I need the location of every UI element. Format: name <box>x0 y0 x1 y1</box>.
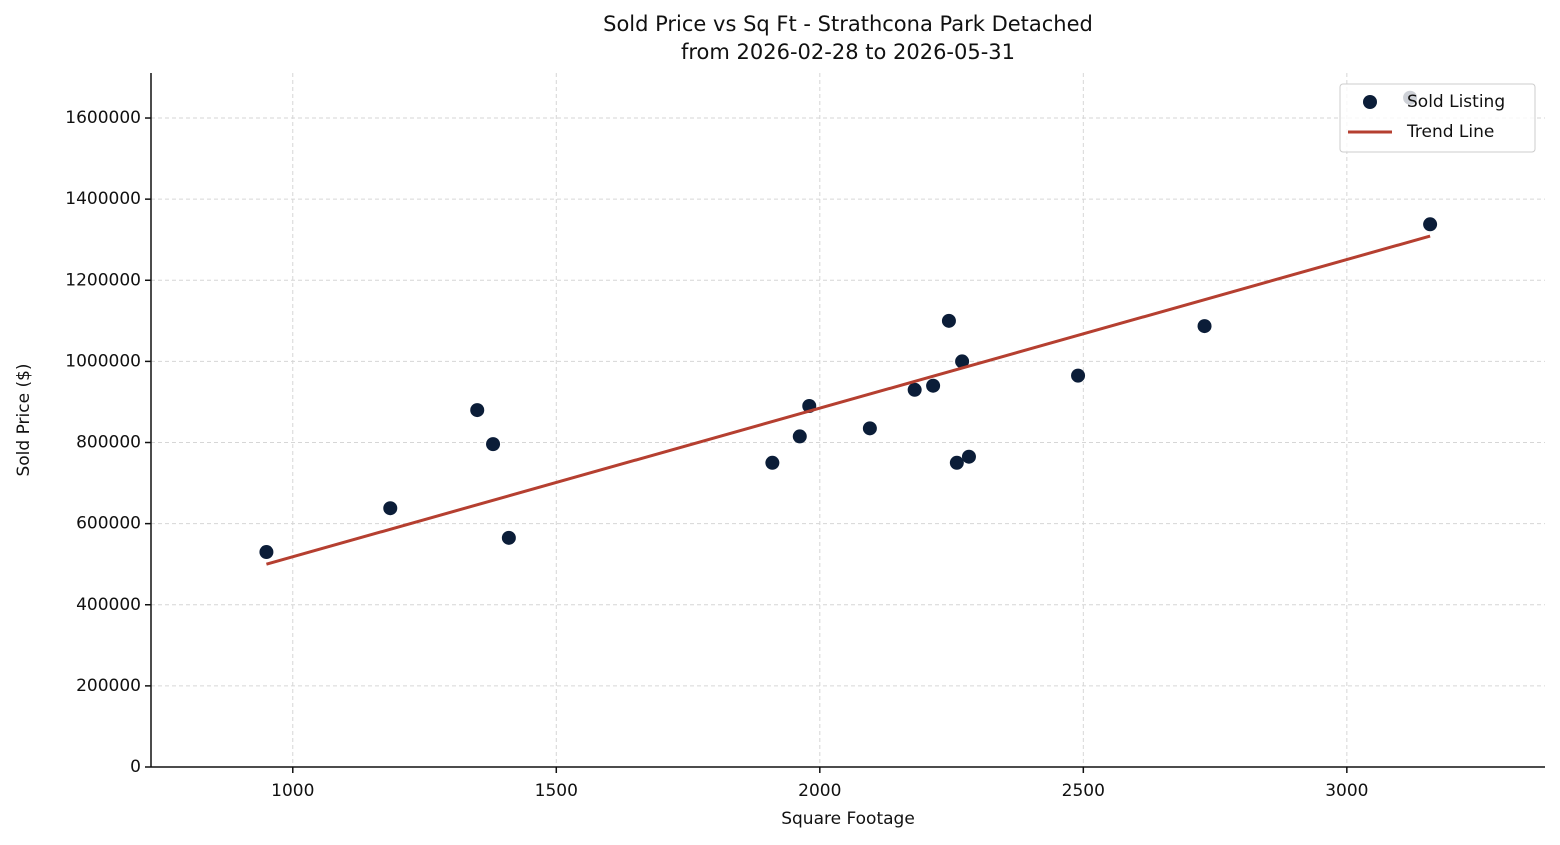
data-point <box>1071 368 1086 383</box>
data-point <box>955 354 970 369</box>
data-point <box>792 429 807 444</box>
x-axis-label: Square Footage <box>781 809 915 829</box>
data-point <box>907 382 922 397</box>
data-point <box>765 455 780 470</box>
x-tick-label: 1500 <box>535 781 578 801</box>
legend-marker <box>1363 95 1377 109</box>
data-point <box>1423 217 1438 232</box>
y-tick-label: 400000 <box>76 595 141 615</box>
y-tick-label: 1000000 <box>65 351 141 371</box>
y-axis-label: Sold Price ($) <box>14 363 34 476</box>
trend-line <box>266 234 1431 566</box>
data-point <box>926 378 941 393</box>
legend-label: Sold Listing <box>1407 92 1505 112</box>
data-point <box>949 455 964 470</box>
y-tick-label: 200000 <box>76 676 141 696</box>
x-tick-label: 1000 <box>271 781 314 801</box>
y-tick-label: 1600000 <box>65 108 141 128</box>
x-tick-label: 2000 <box>798 781 841 801</box>
y-tick-label: 0 <box>130 757 141 777</box>
y-tick-label: 1400000 <box>65 189 141 209</box>
data-point <box>1197 319 1212 334</box>
y-tick-label: 800000 <box>76 433 141 453</box>
data-point <box>862 421 877 436</box>
data-point <box>470 403 485 418</box>
legend-label: Trend Line <box>1406 122 1494 142</box>
data-point <box>941 313 956 328</box>
chart-title: Sold Price vs Sq Ft - Strathcona Park De… <box>603 12 1093 36</box>
data-point <box>383 501 398 516</box>
x-tick-label: 2500 <box>1062 781 1105 801</box>
data-point <box>961 449 976 464</box>
chart-subtitle: from 2026-02-28 to 2026-05-31 <box>681 40 1015 64</box>
x-tick-label: 3000 <box>1325 781 1368 801</box>
y-tick-label: 1200000 <box>65 270 141 290</box>
data-point <box>486 437 501 452</box>
y-tick-label: 600000 <box>76 514 141 534</box>
data-point <box>501 530 516 545</box>
legend-box <box>1339 83 1536 153</box>
data-point <box>259 545 274 560</box>
